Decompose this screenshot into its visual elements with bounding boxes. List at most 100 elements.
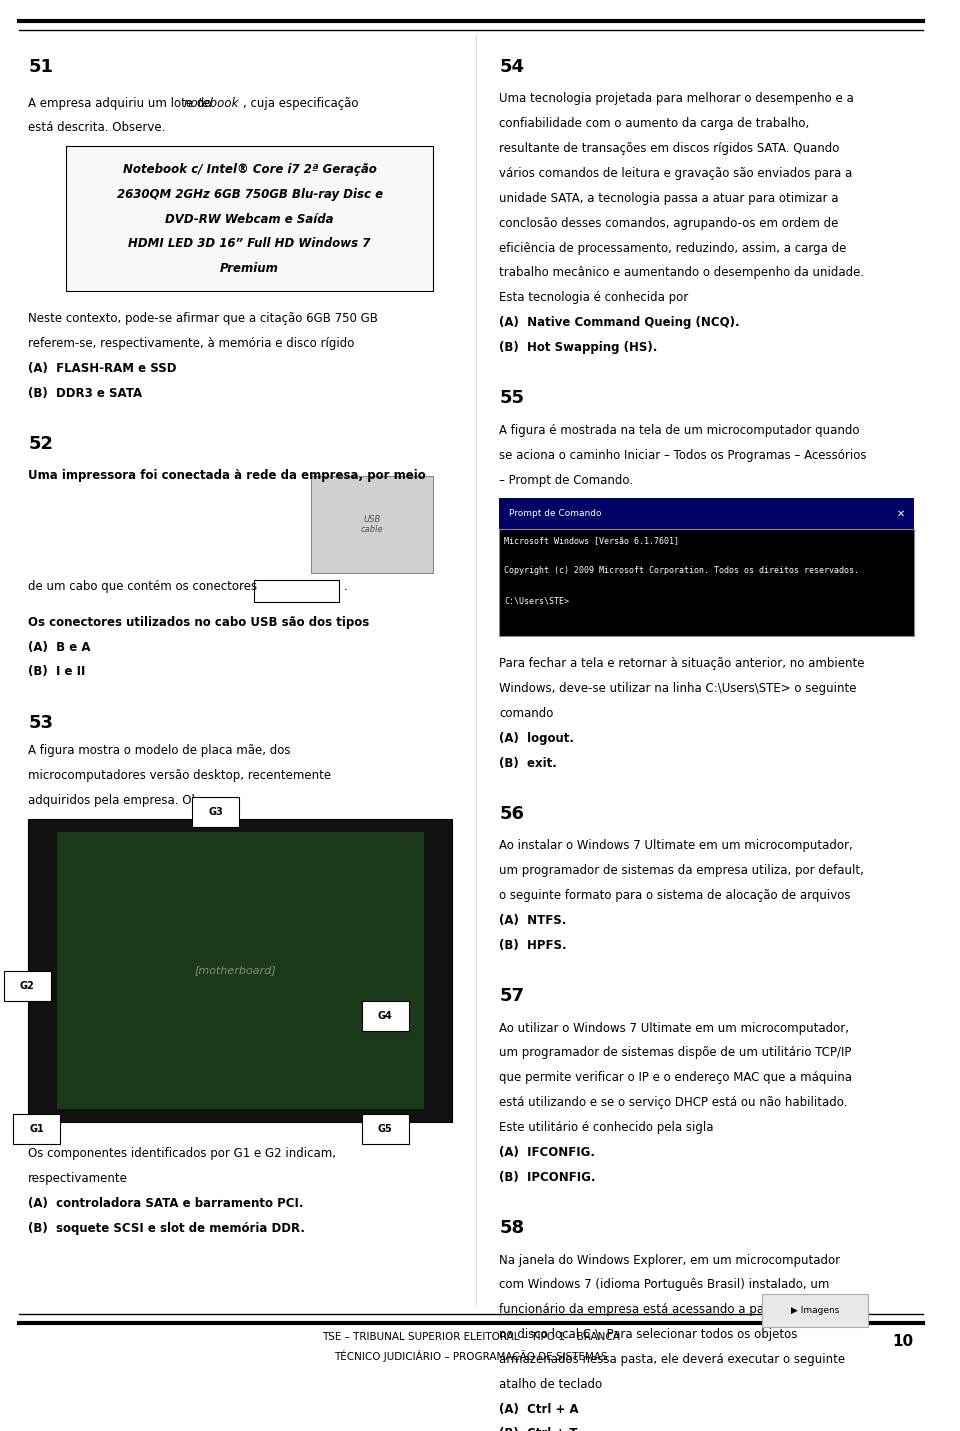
Text: (A)  IFCONFIG.: (A) IFCONFIG. bbox=[499, 1146, 595, 1159]
Text: Uma impressora foi conectada à rede da empresa, por meio: Uma impressora foi conectada à rede da e… bbox=[28, 469, 426, 482]
Text: Premium: Premium bbox=[220, 262, 279, 275]
Text: armazenados nessa pasta, ele deverá executar o seguinte: armazenados nessa pasta, ele deverá exec… bbox=[499, 1352, 846, 1367]
Text: A empresa adquiriu um lote do: A empresa adquiriu um lote do bbox=[28, 97, 215, 110]
Text: 52: 52 bbox=[28, 435, 53, 452]
Text: – Prompt de Comando.: – Prompt de Comando. bbox=[499, 474, 634, 487]
Text: G3: G3 bbox=[208, 807, 223, 817]
Text: ✕: ✕ bbox=[897, 508, 904, 518]
FancyBboxPatch shape bbox=[13, 1115, 60, 1145]
Text: HDMI LED 3D 16” Full HD Windows 7: HDMI LED 3D 16” Full HD Windows 7 bbox=[129, 238, 371, 250]
FancyBboxPatch shape bbox=[362, 1000, 409, 1032]
Text: comando: comando bbox=[499, 707, 554, 720]
Text: ▶ Imagens: ▶ Imagens bbox=[791, 1305, 839, 1315]
Text: 10: 10 bbox=[893, 1334, 914, 1349]
Text: Notebook c/ Intel® Core i7 2ª Geração: Notebook c/ Intel® Core i7 2ª Geração bbox=[123, 163, 376, 176]
Text: 51: 51 bbox=[28, 59, 53, 76]
Text: [motherboard]: [motherboard] bbox=[195, 966, 276, 976]
Text: Este utilitário é conhecido pela sigla: Este utilitário é conhecido pela sigla bbox=[499, 1120, 714, 1133]
Text: (A)  NTFS.: (A) NTFS. bbox=[499, 914, 566, 927]
Text: (A)  controladora SATA e barramento PCI.: (A) controladora SATA e barramento PCI. bbox=[28, 1196, 303, 1211]
Text: notebook: notebook bbox=[183, 97, 239, 110]
Text: um programador de sistemas dispõe de um utilitário TCP/IP: um programador de sistemas dispõe de um … bbox=[499, 1046, 852, 1059]
Text: Neste contexto, pode-se afirmar que a citação 6GB 750 GB: Neste contexto, pode-se afirmar que a ci… bbox=[28, 312, 378, 325]
Text: 54: 54 bbox=[499, 59, 524, 76]
Text: unidade SATA, a tecnologia passa a atuar para otimizar a: unidade SATA, a tecnologia passa a atuar… bbox=[499, 192, 839, 205]
Text: está utilizando e se o serviço DHCP está ou não habilitado.: está utilizando e se o serviço DHCP está… bbox=[499, 1096, 848, 1109]
Text: o seguinte formato para o sistema de alocação de arquivos: o seguinte formato para o sistema de alo… bbox=[499, 889, 851, 902]
Text: Para fechar a tela e retornar à situação anterior, no ambiente: Para fechar a tela e retornar à situação… bbox=[499, 657, 865, 670]
Text: Prompt de Comando: Prompt de Comando bbox=[509, 509, 601, 518]
Bar bbox=[499, 528, 914, 637]
Text: que permite verificar o IP e o endereço MAC que a máquina: que permite verificar o IP e o endereço … bbox=[499, 1072, 852, 1085]
Text: 2630QM 2GHz 6GB 750GB Blu-ray Disc e: 2630QM 2GHz 6GB 750GB Blu-ray Disc e bbox=[116, 187, 383, 200]
Text: referem-se, respectivamente, à memória e disco rígido: referem-se, respectivamente, à memória e… bbox=[28, 336, 354, 349]
Text: está descrita. Observe.: está descrita. Observe. bbox=[28, 122, 166, 135]
Text: vários comandos de leitura e gravação são enviados para a: vários comandos de leitura e gravação sã… bbox=[499, 167, 852, 180]
Text: no disco local C:\. Para selecionar todos os objetos: no disco local C:\. Para selecionar todo… bbox=[499, 1328, 798, 1341]
Text: (A)  Native Command Queing (NCQ).: (A) Native Command Queing (NCQ). bbox=[499, 316, 740, 329]
Text: um programador de sistemas da empresa utiliza, por default,: um programador de sistemas da empresa ut… bbox=[499, 864, 864, 877]
Text: Os conectores utilizados no cabo USB são dos tipos: Os conectores utilizados no cabo USB são… bbox=[28, 615, 370, 628]
Text: (B)  HPFS.: (B) HPFS. bbox=[499, 939, 567, 952]
Text: resultante de transações em discos rígidos SATA. Quando: resultante de transações em discos rígid… bbox=[499, 142, 840, 155]
Text: funcionário da empresa está acessando a pasta: funcionário da empresa está acessando a … bbox=[499, 1304, 782, 1317]
Text: , cuja especificação: , cuja especificação bbox=[243, 97, 359, 110]
Text: Esta tecnologia é conhecida por: Esta tecnologia é conhecida por bbox=[499, 292, 688, 305]
Text: (B)  exit.: (B) exit. bbox=[499, 757, 557, 770]
Text: Windows, deve-se utilizar na linha C:\Users\STE> o seguinte: Windows, deve-se utilizar na linha C:\Us… bbox=[499, 683, 857, 695]
Text: confiabilidade com o aumento da carga de trabalho,: confiabilidade com o aumento da carga de… bbox=[499, 117, 809, 130]
Text: (B)  DDR3 e SATA: (B) DDR3 e SATA bbox=[28, 386, 142, 399]
Text: conclosão desses comandos, agrupando-os em ordem de: conclosão desses comandos, agrupando-os … bbox=[499, 216, 839, 230]
Text: .: . bbox=[344, 580, 348, 592]
Text: 55: 55 bbox=[499, 389, 524, 408]
FancyBboxPatch shape bbox=[362, 1115, 409, 1145]
Text: com Windows 7 (idioma Português Brasil) instalado, um: com Windows 7 (idioma Português Brasil) … bbox=[499, 1278, 829, 1291]
Text: G2: G2 bbox=[20, 980, 35, 990]
Text: (A)  FLASH-RAM e SSD: (A) FLASH-RAM e SSD bbox=[28, 362, 177, 375]
Text: (A)  Ctrl + A: (A) Ctrl + A bbox=[499, 1402, 579, 1415]
Text: (A)  B e A: (A) B e A bbox=[28, 641, 91, 654]
Text: trabalho mecânico e aumentando o desempenho da unidade.: trabalho mecânico e aumentando o desempe… bbox=[499, 266, 865, 279]
Text: microcomputadores versão desktop, recentemente: microcomputadores versão desktop, recent… bbox=[28, 768, 331, 781]
Text: (B)  IPCONFIG.: (B) IPCONFIG. bbox=[499, 1171, 596, 1183]
Text: C:\Users\STE>: C:\Users\STE> bbox=[504, 597, 569, 605]
FancyBboxPatch shape bbox=[66, 146, 433, 292]
Text: G1: G1 bbox=[30, 1125, 44, 1135]
Text: 57: 57 bbox=[499, 987, 524, 1005]
Text: 53: 53 bbox=[28, 714, 53, 731]
FancyBboxPatch shape bbox=[762, 1294, 868, 1327]
Text: (A)  logout.: (A) logout. bbox=[499, 731, 574, 744]
FancyBboxPatch shape bbox=[4, 970, 51, 1000]
Text: Ao instalar o Windows 7 Ultimate em um microcomputador,: Ao instalar o Windows 7 Ultimate em um m… bbox=[499, 840, 853, 853]
FancyBboxPatch shape bbox=[57, 833, 424, 1109]
Text: DVD-RW Webcam e Saída: DVD-RW Webcam e Saída bbox=[165, 213, 334, 226]
Text: (B)  soquete SCSI e slot de memória DDR.: (B) soquete SCSI e slot de memória DDR. bbox=[28, 1222, 305, 1235]
Text: se aciona o caminho Iniciar – Todos os Programas – Acessórios: se aciona o caminho Iniciar – Todos os P… bbox=[499, 449, 867, 462]
Text: A figura mostra o modelo de placa mãe, dos: A figura mostra o modelo de placa mãe, d… bbox=[28, 744, 291, 757]
Bar bbox=[499, 498, 914, 528]
Text: TÉCNICO JUDICIÁRIO – PROGRAMAÇÃO DE SISTEMAS: TÉCNICO JUDICIÁRIO – PROGRAMAÇÃO DE SIST… bbox=[334, 1351, 608, 1362]
Text: (B)  I e II: (B) I e II bbox=[28, 665, 85, 678]
Text: (B)  Hot Swapping (HS).: (B) Hot Swapping (HS). bbox=[499, 341, 658, 353]
Text: 58: 58 bbox=[499, 1219, 524, 1236]
Text: G4: G4 bbox=[378, 1012, 393, 1022]
Bar bbox=[254, 580, 339, 602]
Text: Na janela do Windows Explorer, em um microcomputador: Na janela do Windows Explorer, em um mic… bbox=[499, 1254, 841, 1266]
Text: A figura é mostrada na tela de um microcomputador quando: A figura é mostrada na tela de um microc… bbox=[499, 424, 860, 436]
Text: G5: G5 bbox=[378, 1125, 393, 1135]
Text: Copyright (c) 2009 Microsoft Corporation. Todos os direitos reservados.: Copyright (c) 2009 Microsoft Corporation… bbox=[504, 567, 859, 575]
Text: respectivamente: respectivamente bbox=[28, 1172, 128, 1185]
Text: 56: 56 bbox=[499, 804, 524, 823]
Text: TSE – TRIBUNAL SUPERIOR ELEITORAL – TIPO 1 – BRANCA: TSE – TRIBUNAL SUPERIOR ELEITORAL – TIPO… bbox=[323, 1332, 620, 1342]
Text: (B)  Ctrl + T: (B) Ctrl + T bbox=[499, 1428, 578, 1431]
Text: Microsoft Windows [Versão 6.1.7601]: Microsoft Windows [Versão 6.1.7601] bbox=[504, 535, 679, 545]
FancyBboxPatch shape bbox=[28, 819, 452, 1122]
Text: adquiridos pela empresa. Observe.: adquiridos pela empresa. Observe. bbox=[28, 794, 235, 807]
Text: Uma tecnologia projetada para melhorar o desempenho e a: Uma tecnologia projetada para melhorar o… bbox=[499, 93, 854, 106]
FancyBboxPatch shape bbox=[311, 477, 433, 572]
FancyBboxPatch shape bbox=[192, 797, 239, 827]
Text: eficiência de processamento, reduzindo, assim, a carga de: eficiência de processamento, reduzindo, … bbox=[499, 242, 847, 255]
Text: atalho de teclado: atalho de teclado bbox=[499, 1378, 603, 1391]
Text: Ao utilizar o Windows 7 Ultimate em um microcomputador,: Ao utilizar o Windows 7 Ultimate em um m… bbox=[499, 1022, 850, 1035]
Text: Os componentes identificados por G1 e G2 indicam,: Os componentes identificados por G1 e G2… bbox=[28, 1148, 336, 1161]
